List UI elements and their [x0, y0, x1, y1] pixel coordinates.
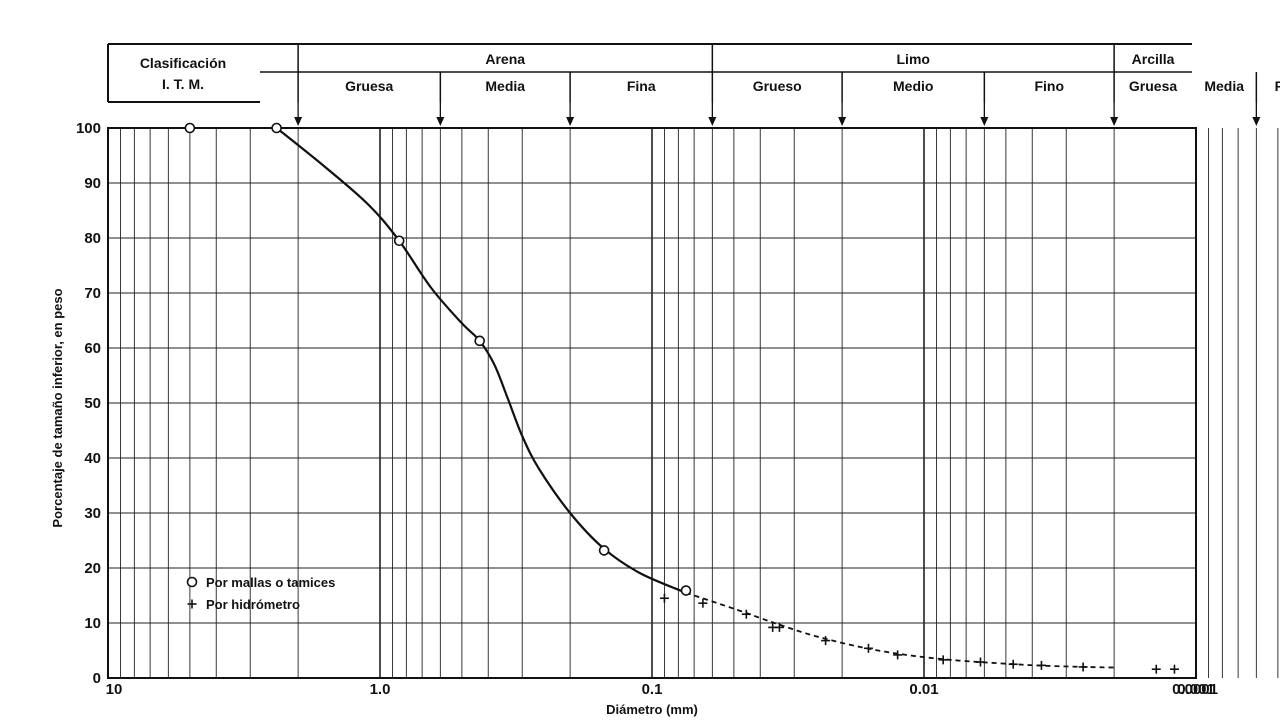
hydrometer-point [1078, 662, 1088, 672]
hydrometer-point [1036, 660, 1046, 670]
x-tick-label: 0.1 [642, 681, 663, 698]
sieve-point [680, 585, 692, 596]
header-subgroup-label: Fina [627, 78, 656, 94]
header-subgroup-label: Fino [1034, 78, 1064, 94]
fitted-curve-solid [275, 127, 687, 594]
hydrometer-point [659, 593, 669, 603]
axes: 0 10 20 30 40 50 60 70 80 90 100 10 1.0 0.1 0.01 0.0010… [76, 120, 1218, 698]
x-axis-title: Diámetro (mm) [606, 702, 698, 717]
header-group-label: Limo [897, 51, 930, 67]
header-group-label: Arcilla [1132, 51, 1175, 67]
boundary-arrow-head [1252, 117, 1261, 126]
boundary-arrow-head [566, 117, 575, 126]
classification-header: Clasificación I. T. M. Arena Limo Arcilla G… [107, 43, 1280, 126]
hydrometer-point [821, 636, 831, 646]
y-tick-label: 50 [84, 395, 101, 412]
hydrometer-point [863, 643, 873, 653]
y-tick-label: 10 [84, 615, 101, 632]
y-tick-label: 100 [76, 120, 101, 137]
boundary-arrow-head [1110, 117, 1119, 126]
header-subgroup-label: Fina [1275, 78, 1280, 94]
y-tick-label: 0 [93, 670, 101, 687]
legend-label: Por hidrómetro [206, 597, 300, 612]
classification-title-line2: I. T. M. [162, 76, 204, 92]
header-group-label: Arena [485, 51, 525, 67]
y-tick-label: 90 [84, 175, 101, 192]
legend-marker-circle [186, 576, 198, 588]
hydrometer-point [893, 650, 903, 660]
legend-marker-plus [187, 599, 197, 609]
boundary-arrow-head [980, 117, 989, 126]
hydrometer-point [1151, 664, 1161, 674]
header-subgroup-label: Medio [893, 78, 933, 94]
boundary-arrow-head [294, 117, 303, 126]
x-tick-label: 0.0001 [1172, 681, 1218, 698]
hydrometer-point [1008, 659, 1018, 669]
sieve-point [474, 335, 485, 347]
data-series [184, 122, 1179, 674]
x-tick-label: 1.0 [370, 681, 391, 698]
y-tick-label: 80 [84, 230, 101, 247]
sieve-point [598, 545, 610, 556]
y-tick-label: 70 [84, 285, 101, 302]
classification-title-line1: Clasificación [140, 55, 226, 71]
boundary-arrow-head [708, 117, 717, 126]
sieve-point [271, 122, 282, 134]
y-tick-label: 40 [84, 450, 101, 467]
hydrometer-point [975, 657, 985, 667]
plot-frame [107, 127, 1197, 679]
fitted-curve-dashed [685, 591, 1115, 669]
x-tick-label: 10 [106, 681, 123, 698]
sieve-point [393, 235, 405, 247]
x-tick-label: 0.001 [1177, 681, 1215, 698]
boundary-arrow-head [436, 117, 445, 126]
legend-label: Por mallas o tamices [206, 575, 335, 590]
y-tick-label: 60 [84, 340, 101, 357]
header-subgroup-label: Grueso [753, 78, 802, 94]
sieve-point [184, 122, 196, 134]
grid [108, 127, 1279, 679]
boundary-arrow-head [838, 117, 847, 126]
header-subgroup-label: Gruesa [1129, 78, 1177, 94]
x-tick-label: 0.01 [909, 681, 938, 698]
y-tick-label: 30 [84, 505, 101, 522]
hydrometer-point [741, 609, 751, 619]
header-subgroup-label: Gruesa [345, 78, 393, 94]
hydrometer-point [938, 655, 948, 665]
header-subgroup-label: Media [485, 78, 525, 94]
legend: Por mallas o tamices Por hidrómetro [186, 575, 335, 612]
hydrometer-point [774, 622, 784, 632]
y-axis-title: Porcentaje de tamaño inferior, en peso [50, 288, 65, 527]
hydrometer-point [698, 598, 708, 608]
y-tick-label: 20 [84, 560, 101, 577]
header-subgroup-label: Media [1204, 78, 1244, 94]
hydrometer-point [1169, 664, 1179, 674]
